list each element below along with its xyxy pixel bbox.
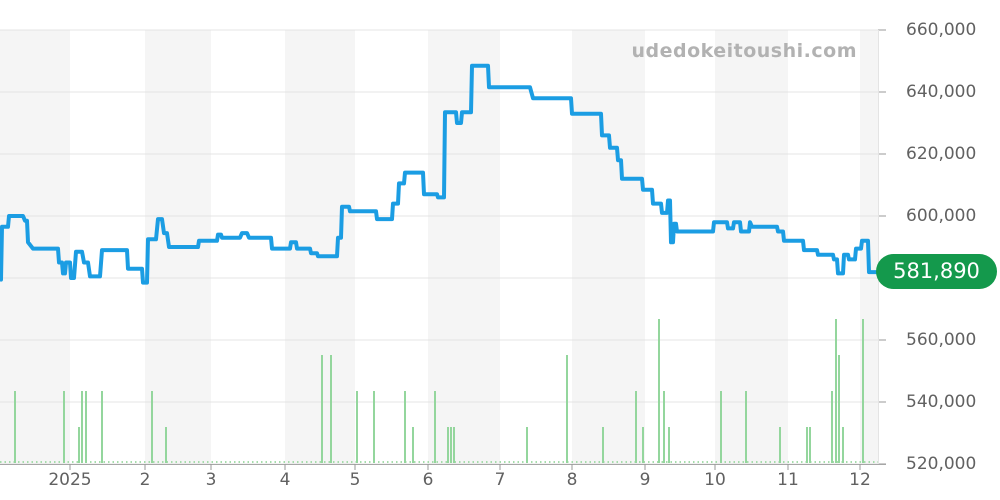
x-axis-label: 6 [422, 470, 434, 490]
y-axis-label: 660,000 [906, 20, 977, 40]
y-axis-label: 540,000 [906, 392, 977, 412]
shaded-month-band [572, 30, 645, 464]
x-axis-label: 2025 [48, 470, 92, 490]
price-line [0, 63, 879, 285]
x-axis-label: 9 [639, 470, 651, 490]
y-axis-label: 640,000 [906, 82, 977, 102]
shaded-month-band [715, 30, 788, 464]
y-axis-label: 560,000 [906, 330, 977, 350]
x-axis-label: 11 [777, 470, 799, 490]
x-axis-label: 4 [279, 470, 291, 490]
y-axis-label: 600,000 [906, 206, 977, 226]
watermark: udedokeitoushi.com [631, 40, 857, 62]
x-axis-label: 8 [566, 470, 578, 490]
latest-price-value: 581,890 [893, 259, 980, 283]
y-axis-label: 620,000 [906, 144, 977, 164]
x-axis-label: 7 [494, 470, 506, 490]
x-axis-label: 2 [139, 470, 151, 490]
latest-price-badge: 581,890 [876, 254, 997, 289]
x-axis-label: 3 [205, 470, 217, 490]
x-axis-label: 5 [349, 470, 361, 490]
y-axis-label: 520,000 [906, 454, 977, 474]
x-axis-label: 10 [704, 470, 726, 490]
x-axis-label: 12 [849, 470, 871, 490]
shaded-month-band [428, 30, 500, 464]
